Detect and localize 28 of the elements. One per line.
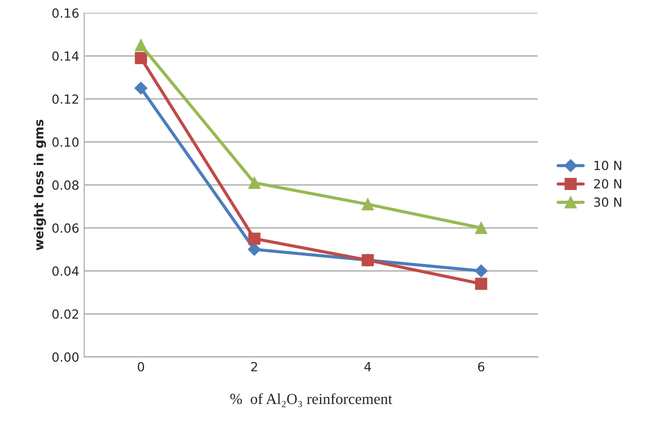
y-tick-label: 0.02 [52,309,78,319]
x-axis-title: % of Al₂O₃ reinforcement [230,393,392,408]
y-axis-title: weight loss in gms [34,120,46,250]
x-tick-label: 6 [478,362,484,372]
y-tick-label: 0.06 [52,223,79,233]
point [248,176,260,189]
legend-label: 20 N [594,179,622,189]
point [474,264,488,278]
point [248,242,261,256]
y-tick-label: 0.08 [52,180,79,190]
point [134,39,148,52]
y-tick-label: 0.16 [52,8,79,18]
point [475,278,488,290]
legend-label: 30 N [594,197,622,207]
y-tick-label: 0.00 [52,352,79,362]
y-tick-label: 0.10 [52,137,79,147]
x-tick-label: 4 [364,362,372,372]
point [134,52,148,64]
point [362,198,374,210]
point [475,222,488,234]
legend-label: 10 N [594,160,622,170]
y-tick-label: 0.12 [52,94,78,104]
y-tick-label: 0.04 [52,266,79,276]
x-tick-label: 0 [138,362,144,372]
point [248,232,260,245]
x-tick-label: 2 [251,362,258,372]
point [134,82,148,95]
y-tick-label: 0.14 [52,51,79,61]
